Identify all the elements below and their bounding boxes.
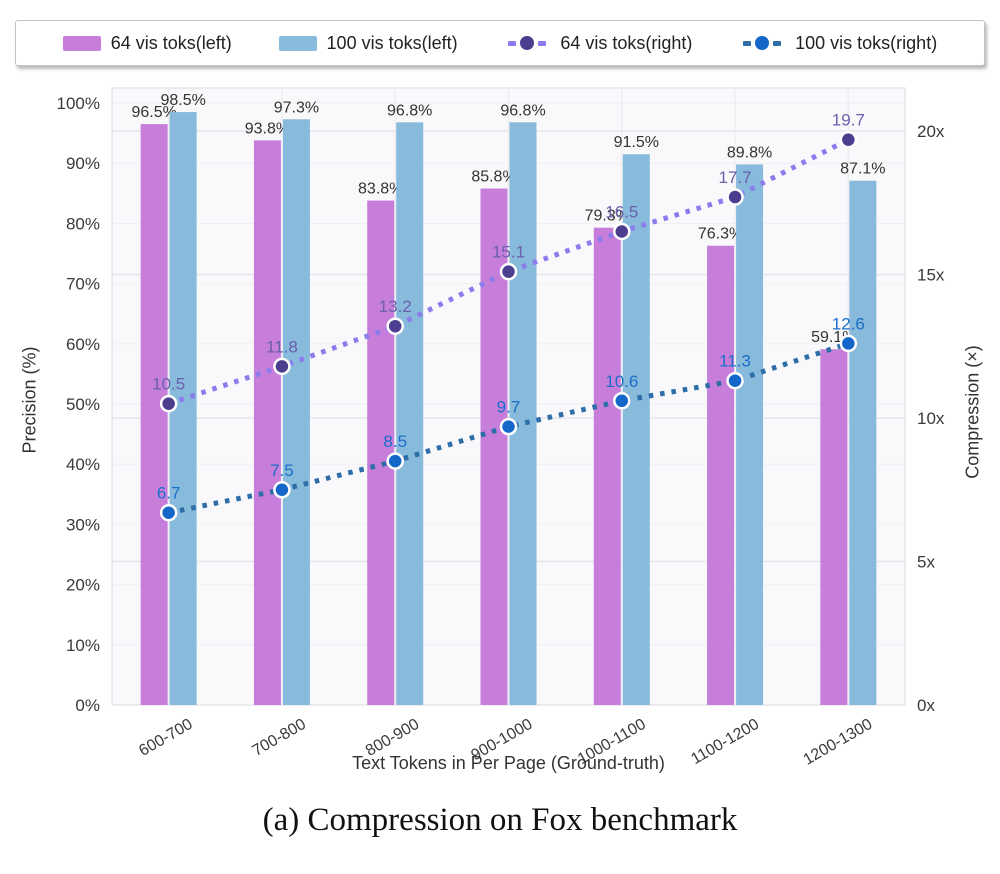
legend-item[interactable]: 100 vis toks(left) [278,32,458,54]
y-left-tick-label: 80% [66,214,100,233]
line-marker [273,481,291,499]
x-axis-title: Text Tokens in Per Page (Ground-truth) [352,753,665,773]
line-value-label: 19.7 [832,111,865,130]
line-value-label: 11.8 [266,337,298,356]
line-marker [386,452,404,470]
bar [736,164,764,705]
legend-item-label: 64 vis toks(right) [560,32,693,53]
y-left-tick-label: 0% [75,696,100,715]
bar [849,180,877,705]
figure-caption: (a) Compression on Fox benchmark [262,802,738,838]
y-right-tick-label: 10x [917,409,945,428]
bar-value-label: 96.5% [131,104,176,121]
y-right-tick-label: 20x [917,122,945,141]
right-axis-title: Compression (×) [962,345,983,479]
bar-value-label: 79.3% [585,208,630,225]
line-marker [613,392,631,410]
line-value-label: 13.2 [379,297,412,316]
legend-bar-swatch-icon [278,35,317,51]
bar [509,122,537,705]
line-value-label: 17.7 [719,168,752,187]
bar [622,154,650,706]
y-right-tick-label: 15x [917,266,945,285]
bar-value-label: 96.8% [387,102,432,119]
bar-value-label: 91.5% [614,134,659,151]
y-left-tick-label: 50% [66,395,100,414]
legend-dotted-line-icon [739,36,785,50]
bar-value-label: 89.8% [727,144,772,161]
bar-value-label: 93.8% [245,120,290,137]
line-marker [499,262,518,281]
line-marker [613,222,631,241]
y-left-tick-label: 60% [66,335,100,354]
legend-item-label: 100 vis toks(right) [795,32,938,53]
bar [820,349,848,705]
line-value-label: 12.6 [832,314,865,333]
line-value-label: 7.5 [270,461,294,480]
legend-item-label: 100 vis toks(left) [326,32,458,53]
line-value-label: 10.6 [605,372,638,391]
legend-item[interactable]: 64 vis toks(left) [62,32,232,54]
y-left-tick-label: 90% [66,154,100,173]
bar [593,227,621,705]
line-marker [273,357,291,376]
line-value-label: 11.3 [719,352,751,371]
bar-value-label: 76.3% [698,226,743,243]
line-value-label: 9.7 [497,398,521,417]
bar-value-label: 98.5% [160,92,205,109]
chart-plot: 96.5%93.8%83.8%85.8%79.3%76.3%59.1%98.5%… [57,87,945,769]
line-value-label: 6.7 [157,484,181,503]
y-right-tick-label: 0x [917,696,935,715]
bar [253,140,281,705]
y-right-tick-label: 5x [917,553,935,572]
bar [707,245,735,705]
line-marker [839,130,858,149]
y-left-tick-label: 40% [66,455,100,474]
y-left-tick-label: 20% [66,576,100,595]
line-marker [839,334,858,353]
line-marker [386,317,404,335]
y-left-tick-label: 10% [66,636,100,655]
bar [396,122,424,705]
line-marker [159,394,178,413]
bar-value-label: 83.8% [358,181,403,198]
legend-item[interactable]: 100 vis toks(right) [739,33,937,54]
legend-item[interactable]: 64 vis toks(right) [504,33,692,54]
line-value-label: 15.1 [492,243,525,262]
line-value-label: 10.5 [152,375,185,394]
y-left-tick-label: 100% [57,94,100,113]
bar-value-label: 97.3% [274,99,319,116]
bar [140,124,168,706]
bar [282,119,310,706]
line-value-label: 16.5 [605,202,638,221]
bar-value-label: 85.8% [471,169,516,186]
y-left-tick-label: 70% [66,275,100,294]
legend: 64 vis toks(left) 100 vis toks(left) 64 vi… [15,20,985,66]
legend-bar-swatch-icon [62,35,101,51]
legend-item-label: 64 vis toks(left) [110,32,232,53]
bar-value-label: 96.8% [500,102,545,119]
bar-value-label: 87.1% [840,161,885,178]
legend-dotted-line-icon [504,36,550,50]
line-value-label: 8.5 [383,432,407,451]
line-marker [726,371,744,390]
left-axis-title: Precision (%) [19,346,40,454]
line-marker [726,188,744,206]
bar [367,200,395,705]
y-left-tick-label: 30% [66,515,100,534]
line-marker [499,417,518,436]
line-marker [159,503,178,522]
